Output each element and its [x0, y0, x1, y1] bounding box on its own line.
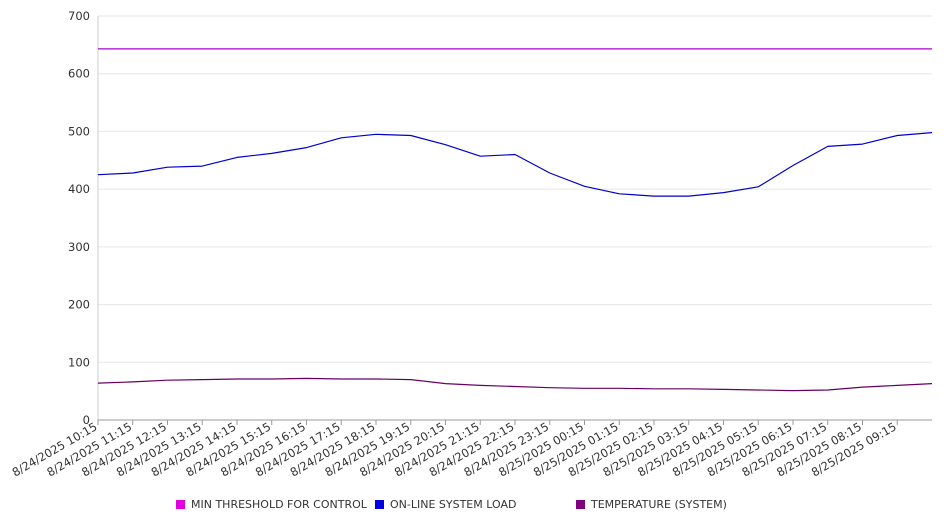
legend-label-temperature: TEMPERATURE (SYSTEM) — [591, 498, 727, 511]
y-tick-label: 500 — [68, 124, 90, 138]
series-line-2 — [97, 377, 933, 392]
series-line-1 — [97, 132, 933, 197]
y-tick-label: 200 — [68, 298, 90, 312]
line-chart: 0 100 200 300 400 500 600 700 8/24/2025 10:158/… — [10, 9, 933, 479]
y-axis-ticks: 0 100 200 300 400 500 600 700 — [68, 9, 90, 427]
series-lines — [97, 48, 933, 392]
x-axis-ticks: 8/24/2025 10:158/24/2025 11:158/24/2025 … — [10, 419, 899, 479]
legend-item-min-threshold[interactable]: MIN THRESHOLD FOR CONTROL — [176, 498, 367, 511]
legend-item-system-load[interactable]: ON-LINE SYSTEM LOAD — [375, 498, 516, 511]
legend-swatch-min-threshold — [176, 500, 185, 509]
legend-label-min-threshold: MIN THRESHOLD FOR CONTROL — [191, 498, 367, 511]
legend: MIN THRESHOLD FOR CONTROL ON-LINE SYSTEM… — [0, 498, 946, 516]
y-tick-label: 100 — [68, 355, 90, 369]
y-tick-label: 0 — [83, 413, 90, 427]
y-tick-label: 400 — [68, 182, 90, 196]
gridlines — [98, 15, 932, 363]
legend-item-temperature[interactable]: TEMPERATURE (SYSTEM) — [576, 498, 727, 511]
legend-swatch-temperature — [576, 500, 585, 509]
legend-label-system-load: ON-LINE SYSTEM LOAD — [390, 498, 517, 511]
y-tick-label: 700 — [68, 9, 90, 23]
y-tick-label: 300 — [68, 240, 90, 254]
y-tick-label: 600 — [68, 67, 90, 81]
axes — [97, 16, 932, 421]
legend-swatch-system-load — [375, 500, 384, 509]
